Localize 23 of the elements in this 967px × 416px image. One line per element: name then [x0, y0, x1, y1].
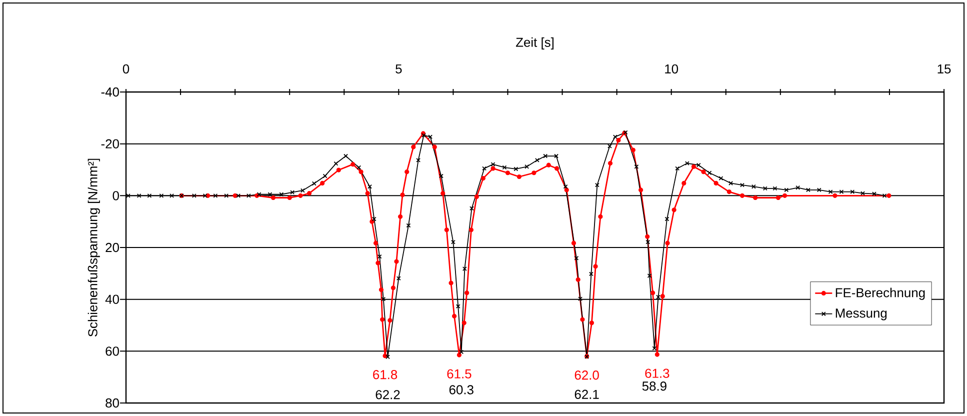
- legend-label: FE-Berechnung: [836, 288, 925, 300]
- x-tick-label: 0: [122, 64, 130, 74]
- data-label: 61.5: [447, 369, 472, 378]
- legend-label: Messung: [836, 308, 887, 320]
- y-tick-label: 0: [112, 191, 119, 200]
- data-label: 61.3: [645, 368, 670, 378]
- y-tick-label: 20: [106, 242, 119, 252]
- y-tick-label: -20: [101, 139, 119, 148]
- y-tick-label: 80: [106, 398, 119, 408]
- x-axis-title: Zeit [s]: [516, 37, 554, 50]
- data-label: 61.8: [373, 370, 398, 380]
- x-tick-label: 10: [665, 64, 678, 74]
- data-label: 58.9: [642, 382, 666, 391]
- data-label: 62.0: [574, 370, 599, 380]
- y-axis-title: Schienenfußspannung [N/mm²]: [88, 158, 100, 337]
- data-label: 62.1: [574, 390, 599, 399]
- y-tick-label: 40: [105, 294, 119, 304]
- x-tick-label: 15: [938, 64, 951, 74]
- data-label: 60.3: [449, 385, 474, 394]
- x-tick-label: 5: [396, 64, 402, 74]
- data-label: 62.2: [376, 390, 400, 400]
- y-tick-label: -40: [101, 87, 119, 97]
- y-tick-label: 60: [106, 346, 119, 356]
